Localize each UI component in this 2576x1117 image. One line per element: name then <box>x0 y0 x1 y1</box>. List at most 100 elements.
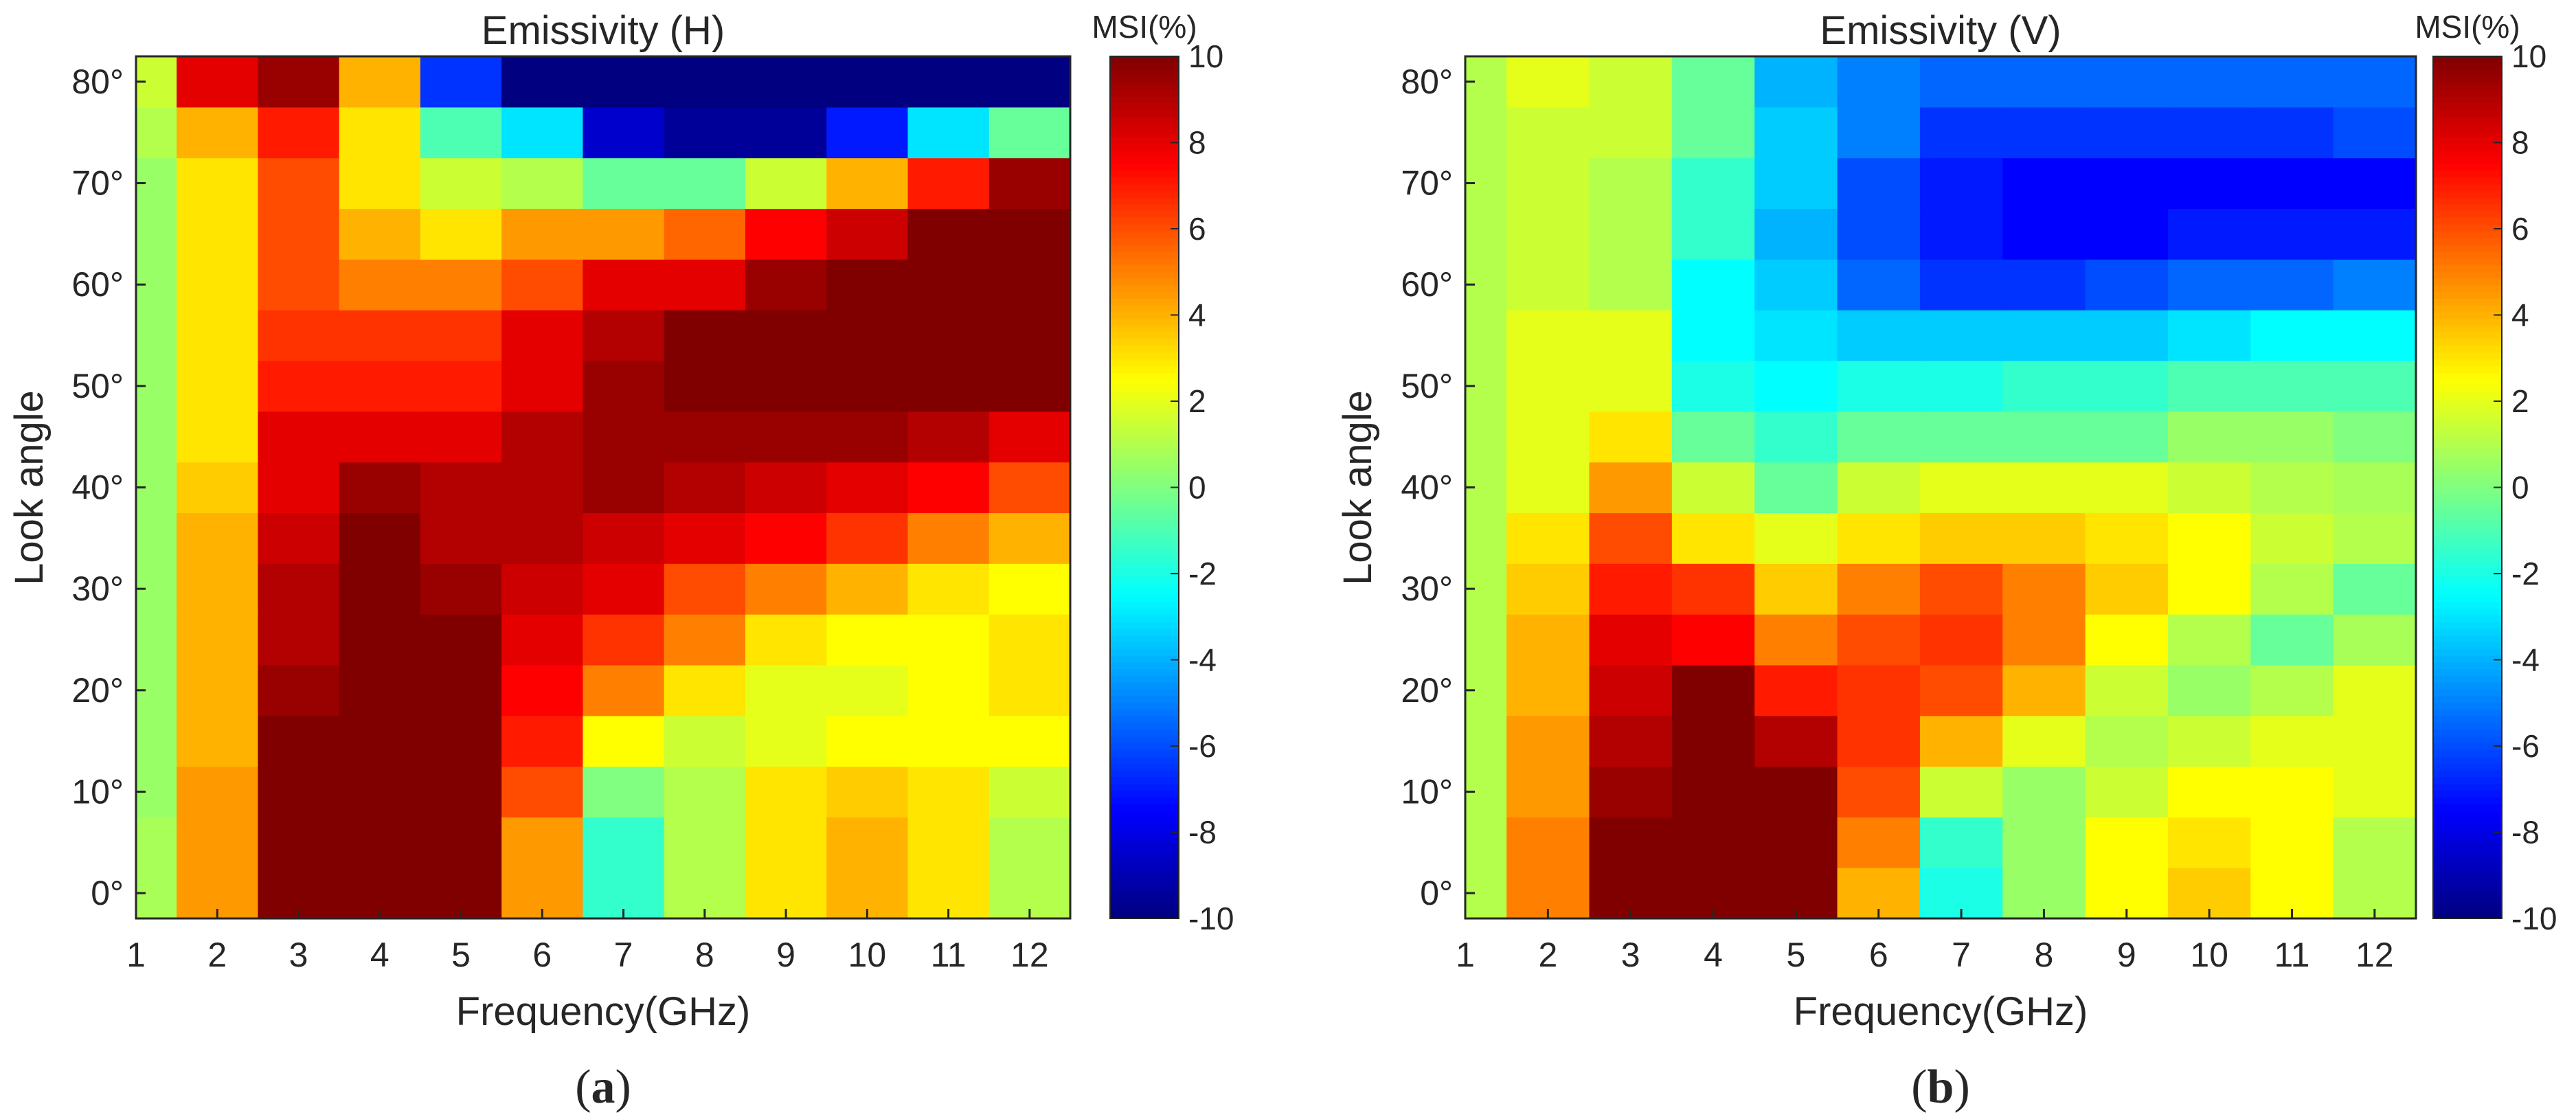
colorbar-step <box>2433 480 2502 488</box>
heatmap-cell <box>258 614 340 666</box>
colorbar-step <box>2433 298 2502 306</box>
y-axis-label: Look angle <box>1335 390 1380 585</box>
colorbar-step <box>1110 528 1179 535</box>
colorbar-tick-label: 6 <box>1188 211 1206 247</box>
colorbar-step <box>2433 372 2502 381</box>
x-tick-label: 5 <box>1786 936 1805 974</box>
heatmap-cell <box>745 310 827 361</box>
heatmap-cell <box>501 614 584 666</box>
colorbar-step <box>1110 837 1179 845</box>
heatmap-cell <box>2002 766 2086 817</box>
heatmap-cell <box>2002 106 2086 159</box>
colorbar-step <box>2433 366 2502 374</box>
colorbar-step <box>2433 238 2502 246</box>
y-tick-label: 80° <box>71 63 124 101</box>
colorbar-step <box>2433 211 2502 219</box>
colorbar-step <box>1110 696 1179 704</box>
heatmap-cell <box>583 462 665 514</box>
heatmap-cell <box>501 411 584 463</box>
heatmap-cell <box>2002 462 2086 514</box>
colorbar-step <box>2433 635 2502 643</box>
colorbar-step <box>1110 184 1179 192</box>
heatmap-cell <box>339 360 421 412</box>
heatmap-cell <box>2085 817 2169 868</box>
heatmap-cell <box>258 208 340 260</box>
heatmap-cell <box>2002 259 2086 311</box>
heatmap-cell <box>1919 766 2003 817</box>
heatmap-cell <box>664 766 746 817</box>
heatmap-cell <box>177 157 258 210</box>
colorbar-step <box>1110 406 1179 414</box>
colorbar-step <box>2433 379 2502 387</box>
heatmap-cell <box>177 715 258 767</box>
heatmap-cell <box>339 56 421 108</box>
x-tick-label: 11 <box>931 936 967 974</box>
colorbar-step <box>1110 292 1179 300</box>
heatmap-cell <box>745 360 827 412</box>
x-tick-label: 4 <box>370 936 389 974</box>
colorbar-step <box>1110 258 1179 266</box>
heatmap-cell <box>1506 106 1590 159</box>
heatmap-cell <box>583 411 665 463</box>
heatmap-cell <box>1919 462 2003 514</box>
colorbar-step <box>1110 264 1179 273</box>
colorbar-step <box>2433 258 2502 266</box>
x-tick-label: 3 <box>289 936 308 974</box>
heatmap-cell <box>2167 56 2251 108</box>
colorbar-step <box>1110 749 1179 758</box>
heatmap-cell <box>988 664 1071 717</box>
colorbar-step <box>1110 797 1179 805</box>
colorbar-step <box>2433 763 2502 771</box>
colorbar-step <box>2433 716 2502 724</box>
heatmap-cell <box>826 664 909 717</box>
heatmap-cell <box>136 817 177 868</box>
colorbar-step <box>1110 857 1179 866</box>
colorbar-step <box>1110 130 1179 138</box>
heatmap-cell <box>2085 614 2169 666</box>
heatmap-cell <box>745 614 827 666</box>
heatmap-cell <box>826 106 909 159</box>
heatmap-cell <box>501 462 584 514</box>
colorbar-step <box>2433 245 2502 253</box>
heatmap-cell <box>1671 157 1755 210</box>
colorbar-step <box>1110 238 1179 246</box>
heatmap-cell <box>1671 715 1755 767</box>
heatmap-cell <box>1837 310 1921 361</box>
heatmap-cell <box>1671 817 1755 868</box>
colorbar-step <box>2433 912 2502 919</box>
heatmap-cell <box>745 817 827 868</box>
heatmap-cell <box>664 106 746 159</box>
colorbar-step <box>2433 710 2502 717</box>
heatmap-cell <box>1919 817 2003 868</box>
heatmap-cell <box>1754 512 1838 564</box>
y-tick-label: 40° <box>1401 469 1453 507</box>
colorbar-step <box>1110 811 1179 818</box>
heatmap-cell <box>501 512 584 564</box>
heatmap-cell <box>826 563 909 615</box>
heatmap-cell <box>2250 411 2334 463</box>
heatmap-cell <box>136 208 177 260</box>
heatmap-cell <box>2333 411 2417 463</box>
colorbar-step <box>1110 878 1179 885</box>
heatmap-cell <box>1506 664 1590 717</box>
heatmap-cell <box>1837 715 1921 767</box>
heatmap-cell <box>1671 106 1755 159</box>
heatmap-cell <box>988 817 1071 868</box>
x-tick-label: 11 <box>2274 936 2310 974</box>
colorbar-step <box>1110 521 1179 529</box>
heatmap-cell <box>258 563 340 615</box>
heatmap-cell <box>907 259 990 311</box>
colorbar-step <box>1110 96 1179 104</box>
y-tick-label: 60° <box>71 265 124 304</box>
heatmap-cell <box>136 411 177 463</box>
heatmap-cell <box>420 208 502 260</box>
heatmap-cell <box>2002 715 2086 767</box>
heatmap-cell <box>177 512 258 564</box>
heatmap-cell <box>258 462 340 514</box>
colorbar-step <box>2433 117 2502 124</box>
colorbar-tick-label: -8 <box>1188 815 1217 850</box>
heatmap-cell <box>1754 310 1838 361</box>
heatmap-cell <box>2167 563 2251 615</box>
x-tick-label: 8 <box>695 936 714 974</box>
heatmap-cell <box>2085 512 2169 564</box>
